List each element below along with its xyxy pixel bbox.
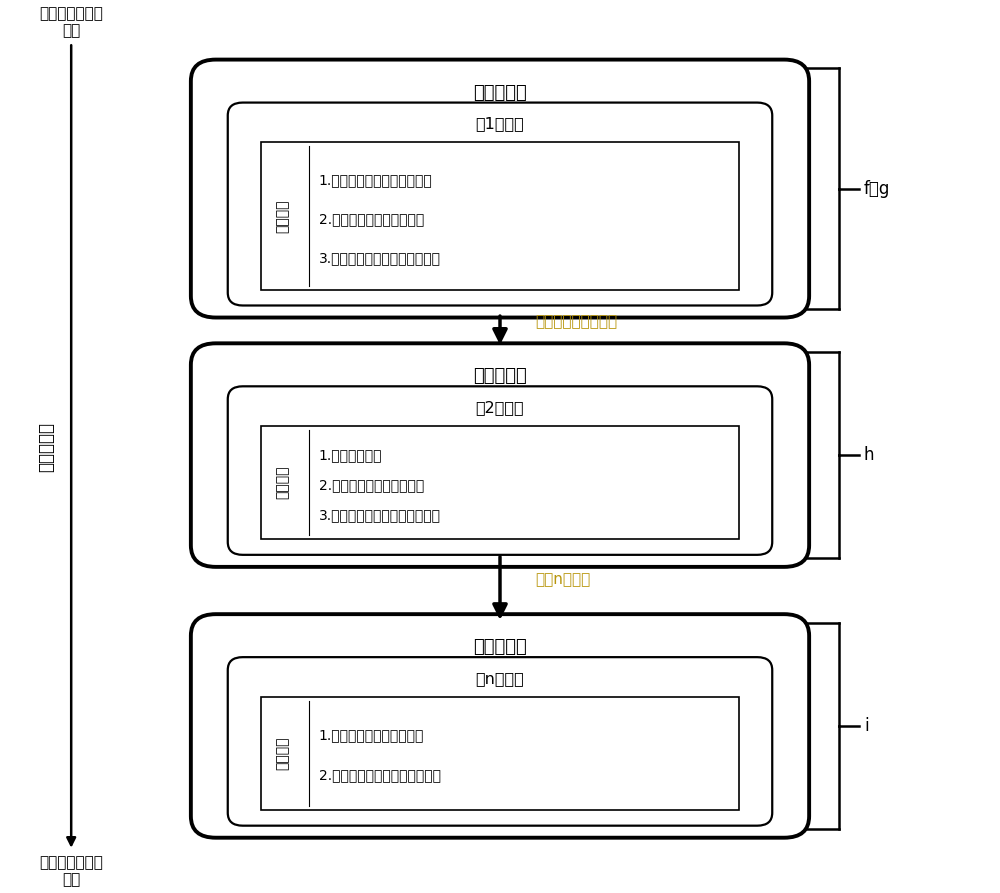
Text: 第1联交易: 第1联交易 bbox=[476, 116, 524, 131]
Text: 交易时间线: 交易时间线 bbox=[37, 421, 55, 472]
Text: 3.双方二次确认及同意交易讯息: 3.双方二次确认及同意交易讯息 bbox=[319, 508, 441, 522]
Text: 电子交易器: 电子交易器 bbox=[473, 638, 527, 656]
FancyBboxPatch shape bbox=[191, 60, 809, 318]
Text: 书面记录: 书面记录 bbox=[276, 737, 290, 770]
Text: 电子交易器: 电子交易器 bbox=[473, 84, 527, 102]
Text: 1.双方补充条款: 1.双方补充条款 bbox=[319, 448, 382, 463]
FancyBboxPatch shape bbox=[228, 657, 772, 826]
Text: f、g: f、g bbox=[864, 179, 890, 197]
Text: 收款方达成协议要求: 收款方达成协议要求 bbox=[535, 314, 617, 330]
Text: 同一宗事务交易
开始: 同一宗事务交易 开始 bbox=[39, 5, 103, 38]
Text: i: i bbox=[864, 717, 869, 735]
Text: 进行n次交易: 进行n次交易 bbox=[535, 572, 590, 588]
FancyBboxPatch shape bbox=[191, 614, 809, 838]
Text: 书面记录: 书面记录 bbox=[276, 199, 290, 233]
FancyBboxPatch shape bbox=[191, 343, 809, 567]
Text: 1.付款方支付金额予收款方: 1.付款方支付金额予收款方 bbox=[319, 728, 424, 742]
FancyBboxPatch shape bbox=[261, 142, 739, 290]
Text: 书面记录: 书面记录 bbox=[276, 466, 290, 499]
Text: h: h bbox=[864, 446, 874, 464]
Text: 2.双方二次确认及同意交易讯息: 2.双方二次确认及同意交易讯息 bbox=[319, 768, 441, 782]
FancyBboxPatch shape bbox=[261, 697, 739, 810]
FancyBboxPatch shape bbox=[261, 426, 739, 539]
Text: 2.付款方支付金额予收款方: 2.付款方支付金额予收款方 bbox=[319, 479, 424, 492]
FancyBboxPatch shape bbox=[228, 103, 772, 305]
Text: 2.付款方支付金额予收款方: 2.付款方支付金额予收款方 bbox=[319, 213, 424, 227]
Text: 第2联交易: 第2联交易 bbox=[476, 400, 524, 415]
Text: 同一宗事务交易
结束: 同一宗事务交易 结束 bbox=[39, 855, 103, 888]
Text: 第n联交易: 第n联交易 bbox=[476, 671, 524, 686]
Text: 电子交易器: 电子交易器 bbox=[473, 367, 527, 386]
Text: 1.双方输入达成商议好的条款: 1.双方输入达成商议好的条款 bbox=[319, 173, 432, 188]
FancyBboxPatch shape bbox=[228, 387, 772, 555]
Text: 3.双方二次确认及同意交易讯息: 3.双方二次确认及同意交易讯息 bbox=[319, 252, 441, 265]
